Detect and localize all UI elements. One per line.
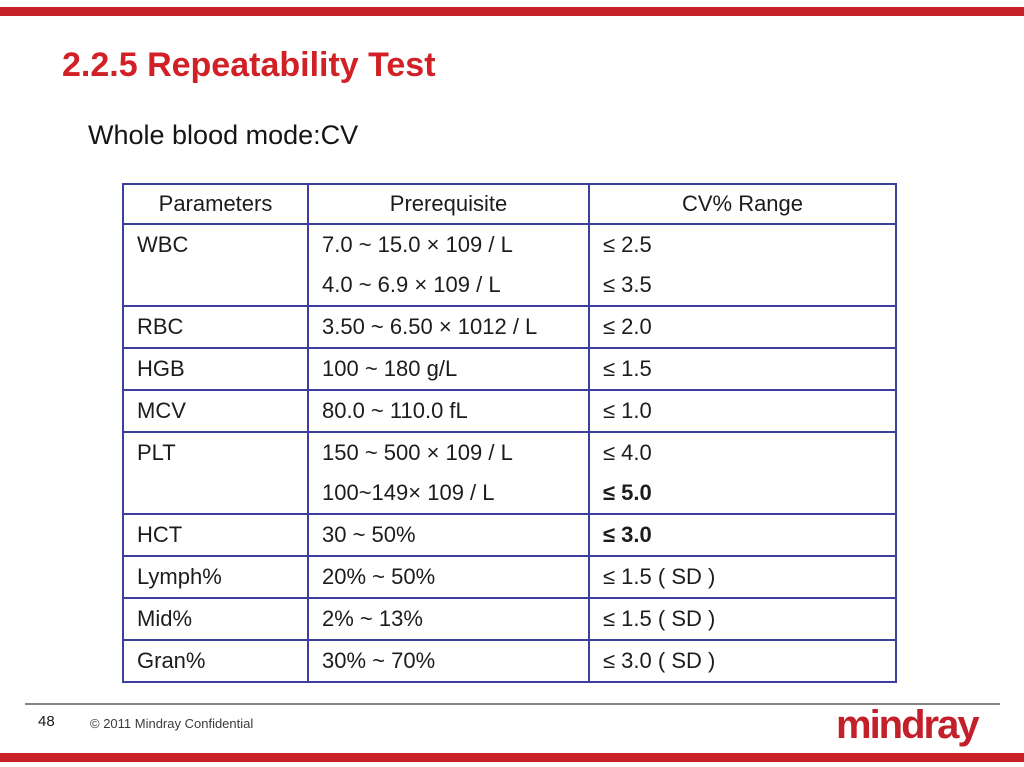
header-cv-range: CV% Range — [588, 183, 897, 225]
cv-range-value: ≤ 1.5 — [603, 356, 652, 381]
table-header-row: Parameters Prerequisite CV% Range — [122, 183, 897, 225]
cv-range-cell: ≤ 3.0 — [588, 513, 897, 557]
cv-range-cell: ≤ 4.0 ≤ 5.0 — [588, 431, 897, 515]
parameter-label: HGB — [137, 356, 185, 381]
parameter-label: RBC — [137, 314, 184, 339]
cv-range-value: ≤ 1.5 ( SD ) — [603, 606, 716, 631]
cv-range-cell: ≤ 1.0 — [588, 389, 897, 433]
table-row: Mid% 2% ~ 13% ≤ 1.5 ( SD ) — [122, 597, 897, 641]
cv-range-cell: ≤ 1.5 ( SD ) — [588, 555, 897, 599]
prerequisite-cell: 30% ~ 70% — [307, 639, 590, 683]
cv-range-value: ≤ 3.0 ( SD ) — [603, 648, 716, 673]
parameter-cell: RBC — [122, 305, 309, 349]
cv-range-value: ≤ 2.5 — [603, 232, 652, 257]
parameter-label: Gran% — [137, 648, 206, 673]
parameter-label: WBC — [137, 232, 189, 257]
bottom-accent-bar — [0, 753, 1024, 762]
table-row: PLT 150 ~ 500 × 109 / L 100~149× 109 / L ≤ … — [122, 431, 897, 515]
cv-range-value: ≤ 5.0 — [603, 480, 652, 505]
cv-range-value: ≤ 1.0 — [603, 398, 652, 423]
parameter-label: MCV — [137, 398, 186, 423]
prerequisite-cell: 20% ~ 50% — [307, 555, 590, 599]
table-header: Parameters Prerequisite CV% Range — [122, 183, 897, 225]
prerequisite-cell: 30 ~ 50% — [307, 513, 590, 557]
mindray-logo: mindray — [836, 703, 980, 747]
table-row: RBC 3.50 ~ 6.50 × 1012 / L ≤ 2.0 — [122, 305, 897, 349]
prerequisite-value: 30% ~ 70% — [322, 648, 436, 673]
prerequisite-value: 150 ~ 500 × 109 / L — [322, 440, 513, 465]
cv-range-value: ≤ 1.5 ( SD ) — [603, 564, 716, 589]
parameter-cell: HGB — [122, 347, 309, 391]
table-body: WBC 7.0 ~ 15.0 × 109 / L 4.0 ~ 6.9 × 109 /… — [122, 223, 897, 683]
cv-range-cell: ≤ 2.0 — [588, 305, 897, 349]
parameter-cell: Lymph% — [122, 555, 309, 599]
cv-range-value: ≤ 2.0 — [603, 314, 652, 339]
prerequisite-value: 2% ~ 13% — [322, 606, 423, 631]
parameter-label: Mid% — [137, 606, 193, 631]
parameter-cell: Mid% — [122, 597, 309, 641]
prerequisite-value: 4.0 ~ 6.9 × 109 / L — [322, 272, 501, 297]
cv-range-cell: ≤ 2.5 ≤ 3.5 — [588, 223, 897, 307]
cv-range-cell: ≤ 1.5 ( SD ) — [588, 597, 897, 641]
cv-range-cell: ≤ 1.5 — [588, 347, 897, 391]
prerequisite-value: 80.0 ~ 110.0 fL — [322, 398, 468, 423]
parameter-cell: Gran% — [122, 639, 309, 683]
cv-range-cell: ≤ 3.0 ( SD ) — [588, 639, 897, 683]
parameter-cell: HCT — [122, 513, 309, 557]
parameter-label: HCT — [137, 522, 183, 547]
table-row: WBC 7.0 ~ 15.0 × 109 / L 4.0 ~ 6.9 × 109 /… — [122, 223, 897, 307]
prerequisite-value: 20% ~ 50% — [322, 564, 436, 589]
cv-range-value: ≤ 3.5 — [603, 272, 652, 297]
prerequisite-cell: 100 ~ 180 g/L — [307, 347, 590, 391]
slide-title: 2.2.5 Repeatability Test — [62, 46, 436, 84]
header-prerequisite: Prerequisite — [307, 183, 590, 225]
prerequisite-cell: 80.0 ~ 110.0 fL — [307, 389, 590, 433]
slide-subtitle: Whole blood mode:CV — [88, 120, 359, 150]
repeatability-table: Parameters Prerequisite CV% Range WBC 7.0… — [122, 183, 897, 683]
prerequisite-value: 7.0 ~ 15.0 × 109 / L — [322, 232, 513, 257]
parameter-label: PLT — [137, 440, 176, 465]
table-row: MCV 80.0 ~ 110.0 fL ≤ 1.0 — [122, 389, 897, 433]
table-row: Lymph% 20% ~ 50% ≤ 1.5 ( SD ) — [122, 555, 897, 599]
cv-range-value: ≤ 4.0 — [603, 440, 652, 465]
parameter-cell: MCV — [122, 389, 309, 433]
table-row: HCT 30 ~ 50% ≤ 3.0 — [122, 513, 897, 557]
header-parameters: Parameters — [122, 183, 309, 225]
prerequisite-value: 100~149× 109 / L — [322, 480, 495, 505]
parameter-label: Lymph% — [137, 564, 222, 589]
page-number: 48 — [38, 713, 55, 730]
prerequisite-value: 30 ~ 50% — [322, 522, 416, 547]
copyright-text: © 2011 Mindray Confidential — [90, 716, 254, 731]
parameter-cell: WBC — [122, 223, 309, 307]
prerequisite-cell: 7.0 ~ 15.0 × 109 / L 4.0 ~ 6.9 × 109 / L — [307, 223, 590, 307]
top-accent-bar — [0, 7, 1024, 16]
parameter-cell: PLT — [122, 431, 309, 515]
cv-range-value: ≤ 3.0 — [603, 522, 652, 547]
prerequisite-value: 3.50 ~ 6.50 × 1012 / L — [322, 314, 538, 339]
prerequisite-cell: 2% ~ 13% — [307, 597, 590, 641]
prerequisite-cell: 3.50 ~ 6.50 × 1012 / L — [307, 305, 590, 349]
table-row: HGB 100 ~ 180 g/L ≤ 1.5 — [122, 347, 897, 391]
footer-divider — [25, 703, 1000, 705]
prerequisite-value: 100 ~ 180 g/L — [322, 356, 458, 381]
table-row: Gran% 30% ~ 70% ≤ 3.0 ( SD ) — [122, 639, 897, 683]
prerequisite-cell: 150 ~ 500 × 109 / L 100~149× 109 / L — [307, 431, 590, 515]
